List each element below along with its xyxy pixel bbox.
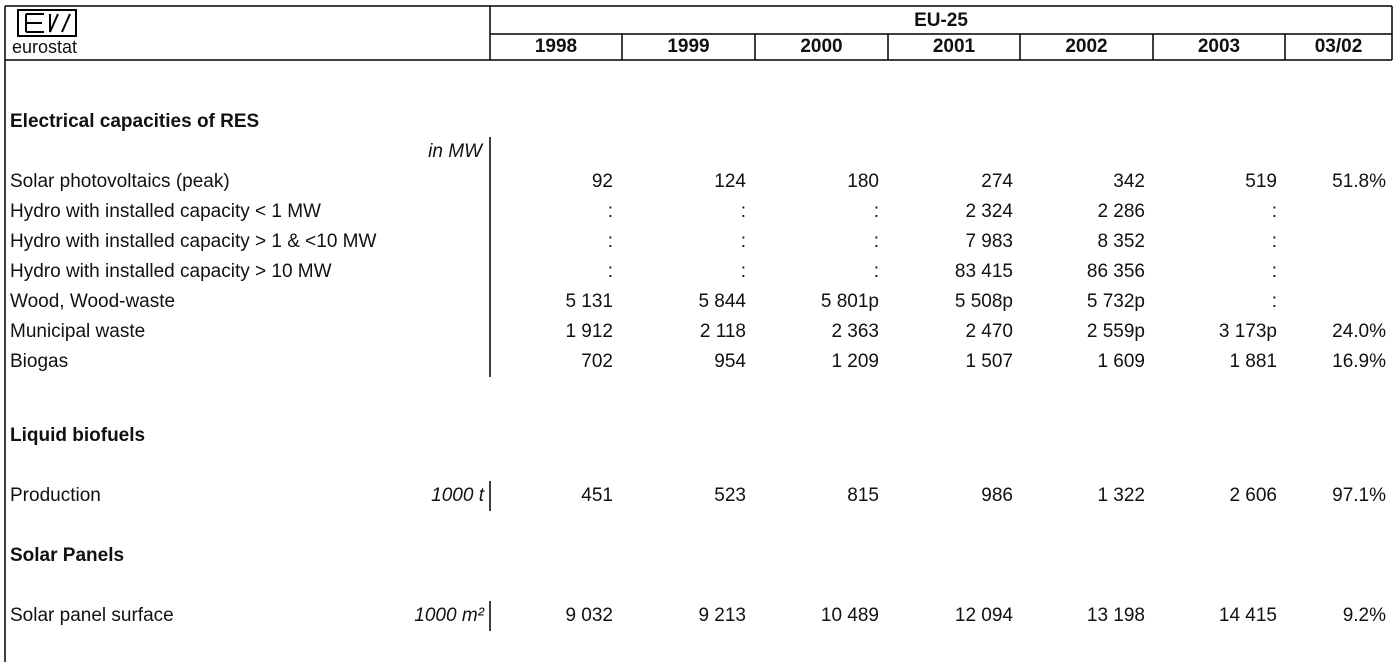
cell: 2 606	[1229, 485, 1277, 506]
cell: 1 507	[965, 351, 1013, 372]
cell: 16.9%	[1332, 351, 1386, 372]
cell: 180	[847, 171, 879, 192]
cell: 8 352	[1097, 231, 1145, 252]
cell: 2 324	[965, 201, 1013, 222]
cell: 24.0%	[1332, 321, 1386, 342]
cell: :	[741, 261, 746, 282]
logo-text: eurostat	[12, 37, 77, 57]
cell: 10 489	[821, 605, 879, 626]
cell: 342	[1113, 171, 1145, 192]
region: EU-25	[914, 10, 968, 31]
cell: 815	[847, 485, 879, 506]
column-header: 2003	[1198, 36, 1240, 57]
unit: 1000 t	[431, 485, 485, 506]
cell: 1 912	[565, 321, 613, 342]
row-label: Hydro with installed capacity > 1 & <10 …	[10, 231, 377, 252]
row-label: Hydro with installed capacity > 10 MW	[10, 261, 332, 282]
unit: in MW	[428, 141, 484, 162]
cell: 1 881	[1229, 351, 1277, 372]
cell: 1 322	[1097, 485, 1145, 506]
cell: 1 609	[1097, 351, 1145, 372]
row-label: Solar panel surface	[10, 605, 174, 626]
section-title: Liquid biofuels	[10, 425, 145, 446]
cell: 702	[581, 351, 613, 372]
cell: 83 415	[955, 261, 1013, 282]
cell: 2 559p	[1087, 321, 1145, 342]
cell: 12 094	[955, 605, 1014, 626]
cell: 274	[981, 171, 1013, 192]
cell: :	[874, 261, 879, 282]
cell: 3 173p	[1219, 321, 1277, 342]
cell: :	[1272, 231, 1277, 252]
column-header: 1998	[535, 36, 577, 57]
cell: :	[608, 261, 613, 282]
column-header: 2000	[800, 36, 842, 57]
cell: 5 844	[698, 291, 746, 312]
cell: 92	[592, 171, 613, 192]
column-header: 03/02	[1315, 36, 1363, 57]
cell: 523	[714, 485, 746, 506]
logo	[17, 9, 77, 37]
row-label: Municipal waste	[10, 321, 145, 342]
cell: 2 470	[965, 321, 1013, 342]
cell: 451	[581, 485, 613, 506]
cell: 14 415	[1219, 605, 1277, 626]
column-header: 1999	[667, 36, 709, 57]
cell: 986	[981, 485, 1013, 506]
cell: 13 198	[1087, 605, 1145, 626]
cell: 97.1%	[1332, 485, 1386, 506]
cell: 519	[1245, 171, 1277, 192]
cell: :	[608, 201, 613, 222]
cell: 9 213	[698, 605, 746, 626]
unit: 1000 m²	[414, 605, 484, 626]
cell: 9.2%	[1343, 605, 1386, 626]
row-label: Solar photovoltaics (peak)	[10, 171, 230, 192]
cell: :	[1272, 261, 1277, 282]
cell: 5 508p	[955, 291, 1013, 312]
column-header: 2001	[933, 36, 976, 57]
cell: :	[1272, 291, 1277, 312]
cell: 5 131	[565, 291, 613, 312]
row-label: Production	[10, 485, 101, 506]
cell: :	[874, 201, 879, 222]
cell: 86 356	[1087, 261, 1145, 282]
row-label: Wood, Wood-waste	[10, 291, 175, 312]
cell: :	[608, 231, 613, 252]
cell: :	[741, 231, 746, 252]
cell: 2 286	[1097, 201, 1145, 222]
cell: 51.8%	[1332, 171, 1386, 192]
cell: :	[741, 201, 746, 222]
cell: :	[874, 231, 879, 252]
section-title: Solar Panels	[10, 545, 124, 566]
column-header: 2002	[1065, 36, 1107, 57]
cell: 124	[714, 171, 746, 192]
cell: 2 118	[700, 321, 746, 342]
row-label: Biogas	[10, 351, 68, 372]
cell: :	[1272, 201, 1277, 222]
row-label: Hydro with installed capacity < 1 MW	[10, 201, 321, 222]
section-title: Electrical capacities of RES	[10, 111, 259, 132]
cell: 954	[714, 351, 746, 372]
cell: 2 363	[831, 321, 879, 342]
cell: 5 732p	[1087, 291, 1145, 312]
cell: 9 032	[565, 605, 613, 626]
cell: 5 801p	[821, 291, 879, 312]
cell: 1 209	[831, 351, 879, 372]
cell: 7 983	[965, 231, 1013, 252]
